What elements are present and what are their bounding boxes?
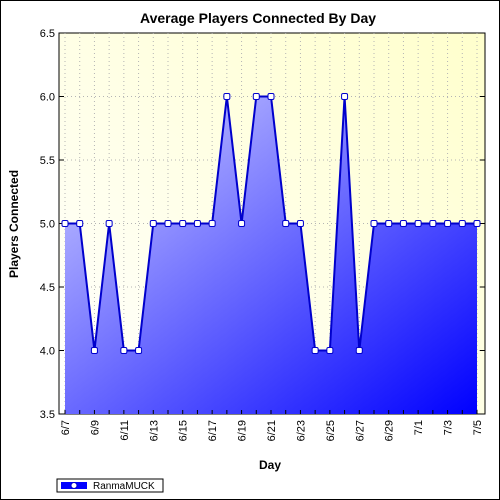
x-tick-label: 6/25 bbox=[325, 420, 337, 441]
data-point-7-3 bbox=[444, 220, 452, 227]
data-point-6-12 bbox=[135, 347, 143, 354]
data-point-6-14 bbox=[164, 220, 172, 227]
data-point-6-23 bbox=[296, 220, 304, 227]
data-points bbox=[61, 93, 481, 354]
data-point-6-10 bbox=[105, 220, 113, 227]
legend-marker bbox=[70, 482, 78, 489]
data-point-6-7 bbox=[61, 220, 69, 227]
data-point-7-4 bbox=[458, 220, 466, 227]
data-point-6-15 bbox=[179, 220, 187, 227]
data-point-6-27 bbox=[355, 347, 363, 354]
data-point-6-21 bbox=[267, 93, 275, 100]
x-tick-label: 7/3 bbox=[443, 420, 455, 435]
x-tick-label: 6/27 bbox=[354, 420, 366, 441]
x-tick-label: 6/19 bbox=[237, 420, 249, 441]
y-tick-label: 4.5 bbox=[40, 282, 55, 294]
x-tick-label: 6/21 bbox=[266, 420, 278, 441]
y-tick-label: 6.5 bbox=[40, 28, 55, 40]
data-point-6-13 bbox=[149, 220, 157, 227]
x-tick-label: 6/11 bbox=[119, 420, 131, 441]
x-tick-label: 6/23 bbox=[295, 420, 307, 441]
series-area-fill bbox=[65, 96, 477, 414]
data-point-6-22 bbox=[282, 220, 290, 227]
data-point-6-9 bbox=[90, 347, 98, 354]
data-point-6-8 bbox=[76, 220, 84, 227]
x-tick-label: 6/7 bbox=[60, 420, 72, 435]
y-tick-label: 3.5 bbox=[40, 409, 55, 421]
data-point-6-17 bbox=[208, 220, 216, 227]
x-tick-label: 7/1 bbox=[413, 420, 425, 435]
data-point-6-28 bbox=[370, 220, 378, 227]
data-point-6-19 bbox=[238, 220, 246, 227]
data-point-6-18 bbox=[223, 93, 231, 100]
x-tick-label: 6/17 bbox=[207, 420, 219, 441]
y-axis-title: Players Connected bbox=[7, 170, 21, 278]
chart-title: Average Players Connected By Day bbox=[140, 10, 376, 26]
x-tick-label: 6/15 bbox=[178, 420, 190, 441]
y-tick-labels: 3.5 4.0 4.5 5.0 5.5 6.0 6.5 bbox=[40, 28, 55, 421]
x-tick-label: 6/29 bbox=[384, 420, 396, 441]
data-point-6-25 bbox=[326, 347, 334, 354]
y-tick-label: 4.0 bbox=[40, 346, 55, 358]
legend-label: RanmaMUCK bbox=[93, 481, 155, 492]
x-axis-title: Day bbox=[259, 458, 281, 472]
y-tick-label: 5.0 bbox=[40, 219, 55, 231]
tick-marks bbox=[59, 32, 485, 415]
x-tick-label: 7/5 bbox=[472, 420, 484, 435]
data-point-7-5 bbox=[473, 220, 481, 227]
data-point-7-1 bbox=[414, 220, 422, 227]
data-point-6-30 bbox=[399, 220, 407, 227]
data-point-6-20 bbox=[252, 93, 260, 100]
data-point-6-26 bbox=[341, 93, 349, 100]
y-tick-label: 6.0 bbox=[40, 92, 55, 104]
data-point-6-11 bbox=[120, 347, 128, 354]
data-point-6-29 bbox=[385, 220, 393, 227]
data-point-6-24 bbox=[311, 347, 319, 354]
x-tick-labels: 6/7 6/9 6/11 6/13 6/15 6/17 6/19 6/21 6/23 6/25 6/… bbox=[60, 420, 484, 441]
legend: RanmaMUCK bbox=[56, 478, 164, 493]
y-tick-label: 5.5 bbox=[40, 155, 55, 167]
x-tick-label: 6/9 bbox=[89, 420, 101, 435]
data-point-6-16 bbox=[193, 220, 201, 227]
data-point-7-2 bbox=[429, 220, 437, 227]
x-tick-label: 6/13 bbox=[148, 420, 160, 441]
